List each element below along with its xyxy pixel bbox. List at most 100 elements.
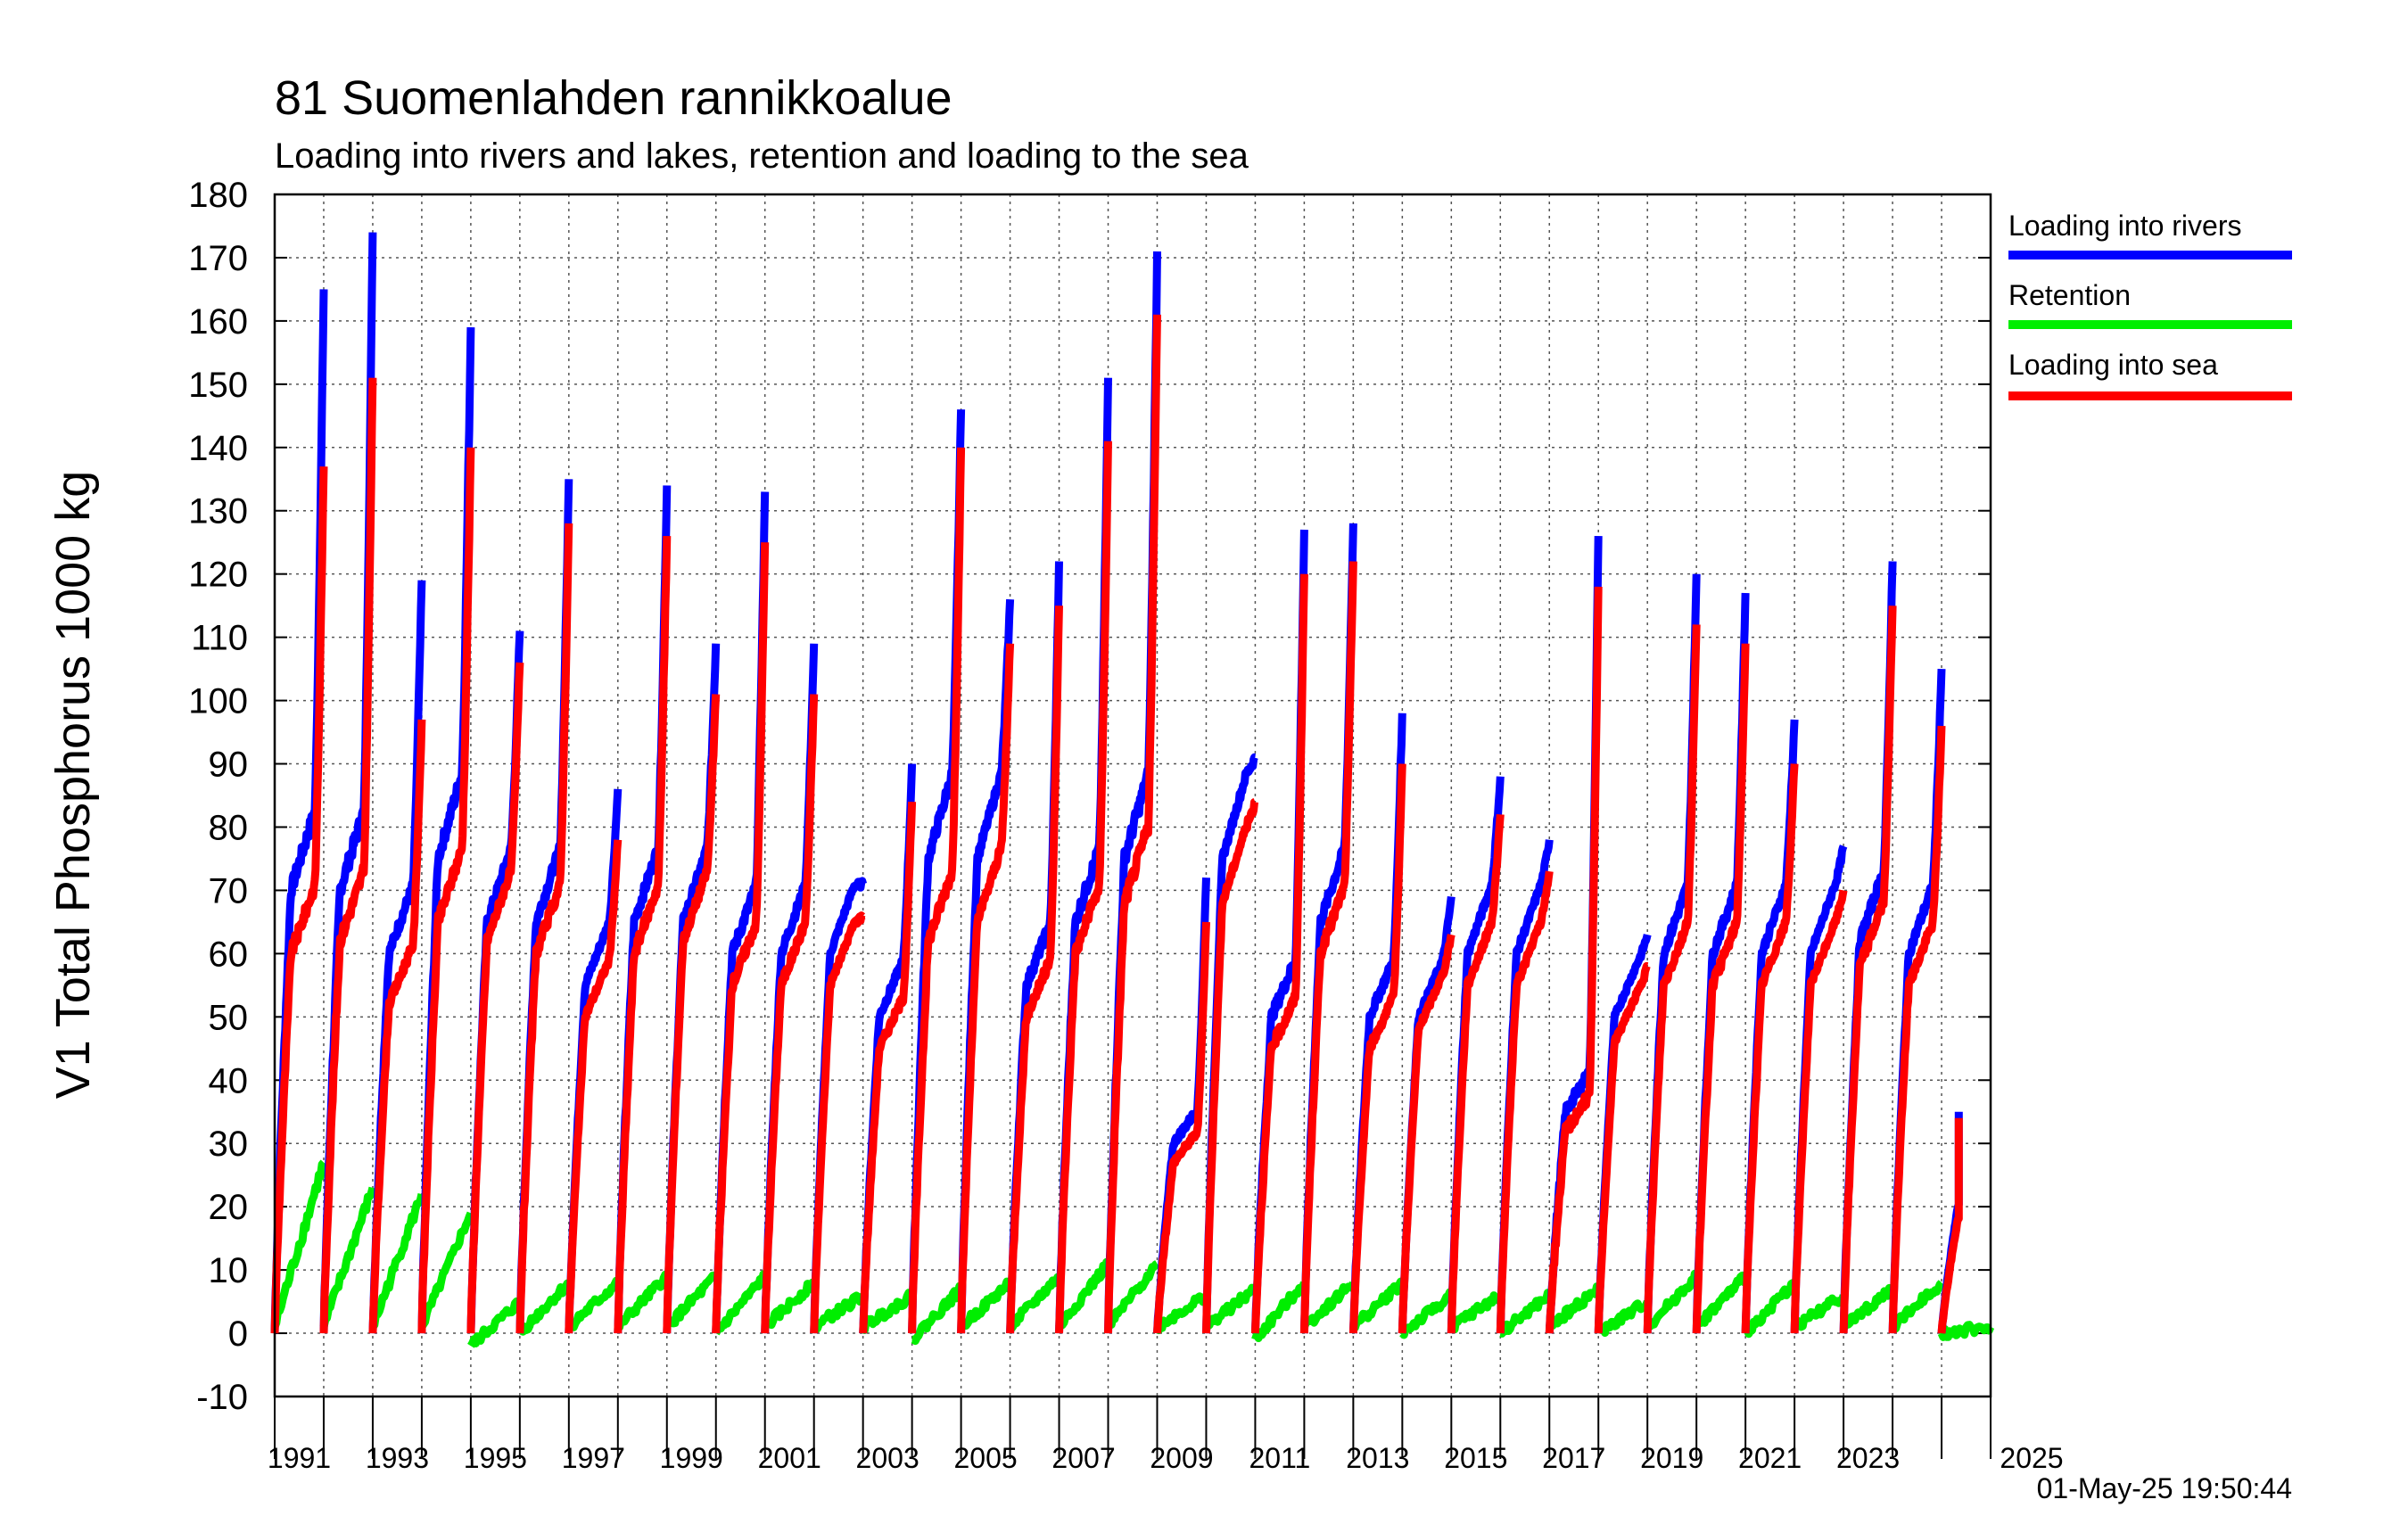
series-line-segment — [1790, 889, 1848, 1334]
series-line-segment — [1399, 1288, 1456, 1339]
y-tick-label: 90 — [209, 746, 249, 785]
series-line-segment — [663, 1271, 719, 1329]
series-line-segment — [369, 1193, 426, 1330]
y-tick-label: 10 — [209, 1251, 249, 1290]
series-line-segment — [1153, 921, 1210, 1334]
x-tick-label: 2001 — [758, 1442, 821, 1474]
chart-title: 81 Suomenlahden rannikkoalue — [275, 71, 952, 125]
y-tick-label: 100 — [188, 682, 248, 721]
series-loading-into-sea — [270, 314, 1963, 1334]
series-line-segment — [1350, 1277, 1405, 1332]
series-line-segment — [1055, 1257, 1111, 1330]
grid — [275, 194, 1991, 1397]
series-line-segment — [712, 542, 770, 1334]
series-line-segment — [1299, 561, 1357, 1334]
x-tick-label: 1993 — [366, 1442, 429, 1474]
series-line-segment — [270, 466, 328, 1334]
series-line-segment — [515, 523, 573, 1334]
series-layer — [270, 232, 1995, 1348]
chart-subtitle: Loading into rivers and lakes, retention… — [275, 136, 1249, 176]
y-tick-label: 160 — [188, 302, 248, 342]
y-tick-label: 170 — [188, 239, 248, 278]
legend-label-rivers: Loading into rivers — [2008, 210, 2241, 242]
series-line-segment — [1643, 1269, 1700, 1331]
y-tick-label: 50 — [209, 998, 249, 1037]
series-line-segment — [466, 662, 524, 1334]
series-line-segment — [1791, 1294, 1848, 1331]
series-line-segment — [565, 788, 623, 1334]
series-line-segment — [1741, 763, 1799, 1334]
series-line-segment — [565, 839, 623, 1334]
series-line-segment — [516, 1279, 572, 1336]
series-line-segment — [712, 1270, 769, 1336]
series-line-segment — [957, 643, 1015, 1334]
series-line-segment — [319, 377, 377, 1334]
y-tick-label: 60 — [209, 935, 249, 974]
x-tick-label: 2011 — [1249, 1442, 1311, 1474]
series-line-segment — [1742, 1278, 1797, 1339]
y-tick-label: 0 — [228, 1314, 248, 1354]
x-tick-label: 1997 — [562, 1442, 625, 1474]
series-line-segment — [663, 694, 721, 1334]
y-tick-label: 20 — [209, 1188, 249, 1227]
y-tick-label: 110 — [191, 619, 248, 658]
series-line-segment — [1447, 776, 1505, 1334]
y-axis-ticks: -10 0 10 20 30 40 50 60 70 80 90 100 110 120 130 140 150… — [188, 176, 1991, 1417]
series-line-segment — [368, 719, 426, 1334]
series-line-segment — [1250, 573, 1308, 1334]
series-line-segment — [1007, 1273, 1062, 1332]
legend: Loading into rivers Retention Loading in… — [2008, 210, 2292, 400]
y-tick-label: 150 — [188, 366, 248, 405]
series-line-segment — [1104, 314, 1161, 1334]
x-tick-label: 1999 — [660, 1442, 723, 1474]
y-tick-label: 180 — [188, 176, 248, 215]
series-line-segment — [565, 1276, 622, 1331]
series-line-segment — [1496, 870, 1554, 1334]
series-line-segment — [1203, 1283, 1258, 1331]
series-line-segment — [418, 1211, 475, 1330]
series-line-segment — [1497, 1289, 1554, 1338]
x-tick-label: 2005 — [953, 1442, 1017, 1474]
series-line-segment — [614, 536, 672, 1334]
x-tick-label: 2019 — [1640, 1442, 1703, 1474]
series-line-segment — [417, 447, 475, 1334]
series-line-segment — [270, 1159, 327, 1329]
y-tick-label: 120 — [188, 556, 248, 595]
x-tick-label: 2025 — [2000, 1442, 2063, 1474]
series-line-segment — [1643, 624, 1701, 1334]
series-line-segment — [1937, 1117, 1963, 1334]
x-tick-label: 2021 — [1738, 1442, 1802, 1474]
x-tick-label: 2023 — [1836, 1442, 1900, 1474]
series-line-segment — [1398, 934, 1456, 1334]
series-line-segment — [1006, 606, 1063, 1334]
y-tick-label: 70 — [209, 871, 249, 910]
series-line-segment — [1055, 441, 1112, 1334]
y-tick-label: 40 — [209, 1061, 249, 1100]
x-tick-label: 1995 — [464, 1442, 527, 1474]
timestamp: 01-May-25 19:50:44 — [2037, 1472, 2292, 1504]
x-tick-label: 1991 — [268, 1442, 331, 1474]
x-tick-label: 2009 — [1150, 1442, 1213, 1474]
y-tick-label: 140 — [188, 429, 248, 468]
series-line-segment — [1594, 1299, 1652, 1337]
series-line-segment — [957, 1277, 1014, 1331]
x-tick-label: 2017 — [1542, 1442, 1605, 1474]
series-line-segment — [1545, 586, 1603, 1334]
legend-label-retention: Retention — [2008, 279, 2131, 311]
series-line-segment — [810, 1291, 867, 1333]
series-line-segment — [908, 447, 966, 1334]
series-line-segment — [1594, 961, 1651, 1334]
x-tick-label: 2015 — [1444, 1442, 1507, 1474]
x-axis-ticks: 1991 1993 1995 1997 1999 2001 2003 2005 2007 2009… — [268, 1397, 2064, 1474]
series-line-segment — [859, 1289, 916, 1334]
series-line-segment — [1692, 643, 1750, 1334]
y-tick-label: 130 — [188, 492, 248, 531]
series-line-segment — [1839, 606, 1897, 1334]
series-line-segment — [910, 1281, 965, 1346]
series-line-segment — [1889, 1280, 1945, 1333]
plot-frame — [273, 193, 1992, 1398]
series-line-segment — [1888, 725, 1946, 1334]
series-line-segment — [1692, 1271, 1750, 1329]
y-axis-label: V1 Total Phosphorus 1000 kg — [46, 471, 100, 1100]
